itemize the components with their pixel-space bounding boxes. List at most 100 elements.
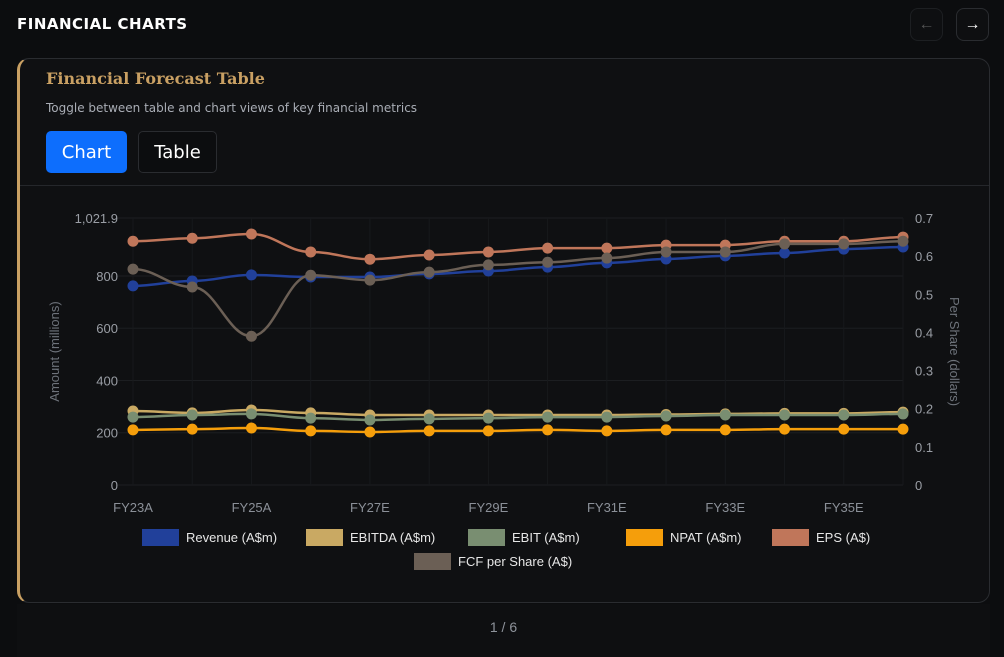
x-tick-label: FY27E	[350, 500, 390, 515]
page-indicator: 1 / 6	[489, 619, 518, 635]
data-point	[542, 424, 554, 436]
data-point	[245, 330, 257, 342]
data-point	[482, 246, 494, 258]
data-point	[364, 274, 376, 286]
series-line	[132, 408, 904, 417]
legend-label: NPAT (A$m)	[670, 530, 742, 545]
data-point	[364, 253, 376, 265]
data-point	[364, 426, 376, 438]
legend-swatch	[142, 529, 179, 546]
y-left-tick-label: 0	[111, 478, 118, 493]
data-point	[719, 409, 731, 421]
legend-swatch	[772, 529, 809, 546]
financial-line-chart: 0 200 400 600 800 1,021.9 0 0.1 0.2 0.3 0.4 0.5 0.6 0…	[47, 211, 962, 570]
legend-swatch	[626, 529, 663, 546]
y-left-tick-label: 400	[96, 373, 118, 388]
data-point	[127, 235, 139, 247]
y-right-tick-label: 0.6	[915, 249, 933, 264]
data-point	[482, 412, 494, 424]
data-point	[423, 266, 435, 278]
data-point	[423, 249, 435, 261]
next-button[interactable]: →	[956, 8, 989, 41]
legend-swatch	[468, 529, 505, 546]
data-point	[482, 259, 494, 271]
data-point	[364, 414, 376, 426]
data-point	[719, 424, 731, 436]
card-title: Financial Forecast Table	[46, 69, 265, 88]
data-point	[245, 408, 257, 420]
chart-view-button[interactable]: Chart	[46, 131, 127, 173]
y-right-tick-label: 0	[915, 478, 922, 493]
arrow-left-icon: ←	[918, 15, 935, 33]
y-right-tick-label: 0.2	[915, 402, 933, 417]
data-point	[245, 422, 257, 434]
data-point	[305, 425, 317, 437]
data-point	[542, 242, 554, 254]
data-point	[897, 235, 909, 247]
x-tick-label: FY23A	[113, 500, 153, 515]
data-point	[838, 238, 850, 250]
data-point	[127, 424, 139, 436]
data-point	[186, 409, 198, 421]
data-point	[186, 232, 198, 244]
data-point	[601, 425, 613, 437]
legend-label: Revenue (A$m)	[186, 530, 277, 545]
data-point	[838, 423, 850, 435]
series-line	[132, 232, 904, 261]
divider	[20, 185, 989, 186]
data-point	[305, 269, 317, 281]
data-point	[779, 238, 791, 250]
legend-label: FCF per Share (A$)	[458, 554, 572, 569]
y-left-axis-title: Amount (millions)	[47, 301, 62, 401]
data-point	[305, 412, 317, 424]
x-tick-label: FY35E	[824, 500, 864, 515]
series-line	[132, 426, 903, 434]
data-point	[245, 228, 257, 240]
page-title: FINANCIAL CHARTS	[17, 15, 188, 33]
y-left-tick-label: 1,021.9	[75, 211, 118, 226]
x-tick-label: FY25A	[232, 500, 272, 515]
y-right-tick-label: 0.7	[915, 211, 933, 226]
legend-label: EBITDA (A$m)	[350, 530, 435, 545]
data-point	[779, 423, 791, 435]
y-right-tick-label: 0.5	[915, 287, 933, 302]
financial-forecast-card: Financial Forecast Table Toggle between …	[17, 58, 990, 603]
table-view-button[interactable]: Table	[138, 131, 217, 173]
series-line	[132, 412, 904, 422]
series-line	[132, 245, 904, 288]
x-tick-label: FY29E	[469, 500, 509, 515]
data-point	[542, 256, 554, 268]
data-point	[305, 246, 317, 258]
data-point	[601, 252, 613, 264]
x-tick-label: FY33E	[705, 500, 745, 515]
data-point	[482, 425, 494, 437]
y-right-tick-label: 0.1	[915, 440, 933, 455]
y-left-tick-label: 200	[96, 426, 118, 441]
y-left-tick-label: 800	[96, 269, 118, 284]
y-right-tick-label: 0.3	[915, 364, 933, 379]
legend-swatch	[414, 553, 451, 570]
arrow-right-icon: →	[964, 15, 981, 33]
data-point	[660, 424, 672, 436]
data-point	[779, 409, 791, 421]
prev-button[interactable]: ←	[910, 8, 943, 41]
data-point	[423, 425, 435, 437]
data-point	[897, 408, 909, 420]
data-point	[601, 411, 613, 423]
data-point	[542, 411, 554, 423]
data-point	[897, 423, 909, 435]
y-right-tick-label: 0.4	[915, 325, 933, 340]
data-point	[186, 423, 198, 435]
pager-footer: 1 / 6	[17, 604, 990, 657]
data-point	[245, 269, 257, 281]
y-right-axis-title: Per Share (dollars)	[947, 297, 962, 406]
data-point	[127, 411, 139, 423]
x-tick-label: FY31E	[587, 500, 627, 515]
data-point	[127, 263, 139, 275]
data-point	[186, 281, 198, 293]
data-point	[423, 413, 435, 425]
data-point	[127, 280, 139, 292]
legend-label: EBIT (A$m)	[512, 530, 580, 545]
data-point	[601, 242, 613, 254]
legend-label: EPS (A$)	[816, 530, 870, 545]
